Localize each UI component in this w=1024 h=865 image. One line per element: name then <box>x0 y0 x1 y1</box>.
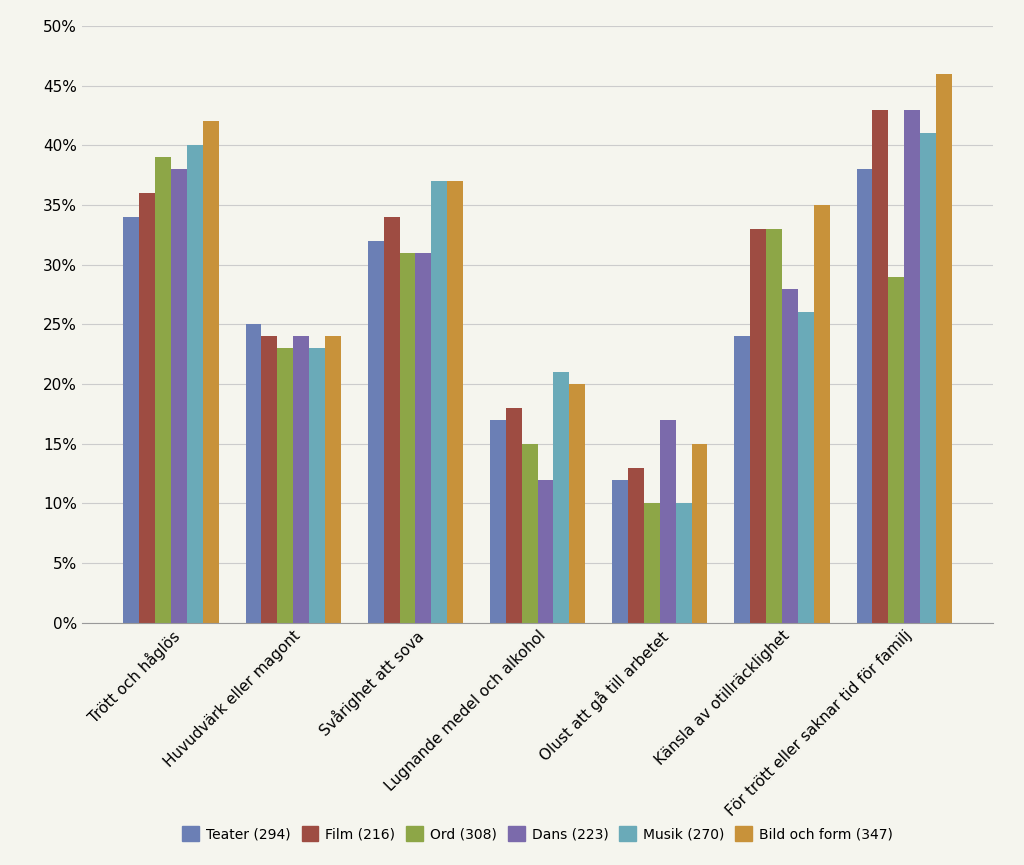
Bar <box>734 336 751 623</box>
Bar <box>612 479 628 623</box>
Bar <box>399 253 416 623</box>
Bar <box>489 420 506 623</box>
Bar <box>431 181 447 623</box>
Bar <box>766 229 782 623</box>
Bar <box>569 384 586 623</box>
Bar <box>506 408 521 623</box>
Bar <box>368 240 384 623</box>
Bar <box>261 336 278 623</box>
Bar <box>187 145 203 623</box>
Bar <box>293 336 309 623</box>
Bar <box>554 372 569 623</box>
Bar <box>278 349 293 623</box>
Bar <box>171 170 187 623</box>
Bar <box>676 503 691 623</box>
Bar <box>123 217 139 623</box>
Bar <box>325 336 341 623</box>
Bar <box>155 157 171 623</box>
Bar <box>628 468 644 623</box>
Bar <box>691 444 708 623</box>
Bar <box>538 479 554 623</box>
Bar <box>521 444 538 623</box>
Bar <box>203 121 219 623</box>
Bar <box>782 289 798 623</box>
Bar <box>936 74 952 623</box>
Bar <box>139 193 155 623</box>
Bar <box>246 324 261 623</box>
Bar <box>416 253 431 623</box>
Bar <box>309 349 325 623</box>
Bar <box>921 133 936 623</box>
Bar <box>888 277 904 623</box>
Bar <box>798 312 814 623</box>
Bar <box>751 229 766 623</box>
Bar <box>814 205 829 623</box>
Bar <box>872 110 888 623</box>
Bar <box>384 217 399 623</box>
Bar <box>659 420 676 623</box>
Legend: Teater (294), Film (216), Ord (308), Dans (223), Musik (270), Bild och form (347: Teater (294), Film (216), Ord (308), Dan… <box>177 821 898 847</box>
Bar <box>904 110 921 623</box>
Bar <box>447 181 463 623</box>
Bar <box>856 170 872 623</box>
Bar <box>644 503 659 623</box>
